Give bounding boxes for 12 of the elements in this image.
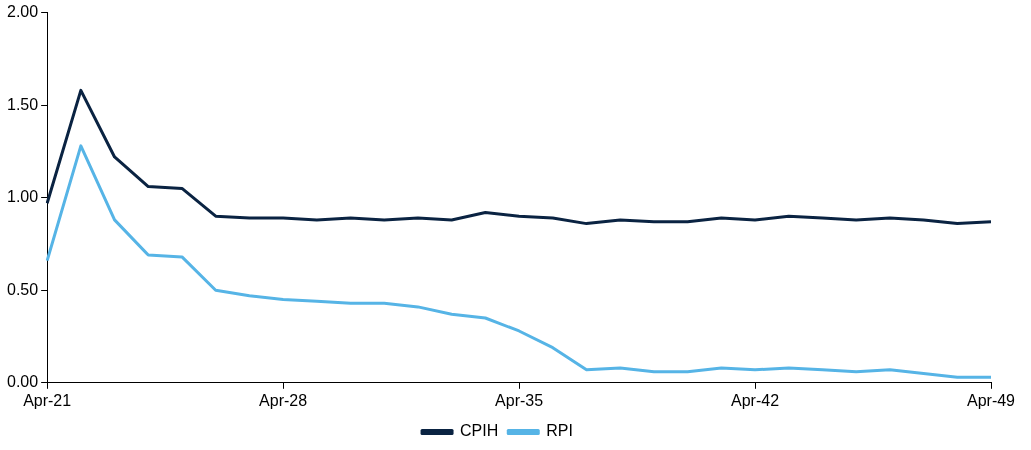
- legend-label: CPIH: [460, 422, 499, 440]
- y-tick-label: 1.00: [7, 188, 39, 206]
- x-tick-label: Apr-21: [23, 391, 72, 409]
- x-tick-label: Apr-28: [259, 391, 308, 409]
- y-tick-label: 0.00: [7, 373, 39, 391]
- y-tick-label: 0.50: [7, 280, 39, 298]
- x-tick-label: Apr-49: [966, 391, 1016, 409]
- x-tick-label: Apr-35: [495, 391, 544, 409]
- y-tick-label: 2.00: [7, 3, 39, 21]
- legend-label: RPI: [546, 422, 573, 440]
- x-tick-label: Apr-42: [731, 391, 780, 409]
- y-tick-label: 1.50: [7, 95, 39, 113]
